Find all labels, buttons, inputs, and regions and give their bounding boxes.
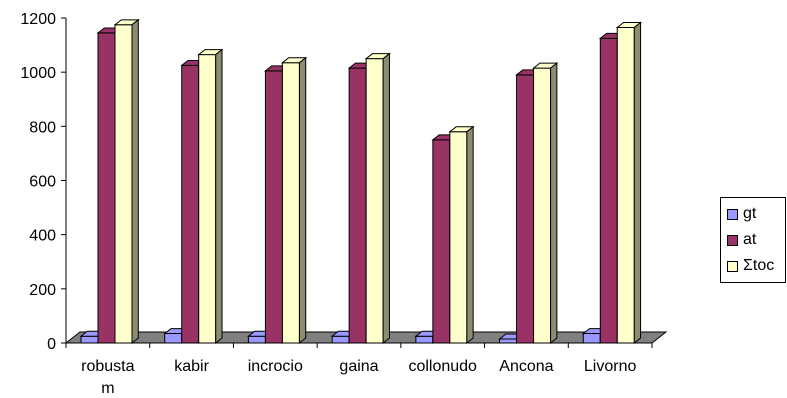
y-tick-label: 200 [29, 282, 56, 299]
bar-Σtoc-3 [364, 52, 391, 345]
bar-Σtoc-4 [448, 125, 475, 345]
y-tick-label: 0 [47, 336, 56, 353]
legend-item-stoc: Σtoc [727, 256, 774, 276]
chart-bars [79, 18, 643, 345]
bar-front [114, 24, 133, 344]
bar-side [633, 21, 642, 345]
bar-front [516, 74, 535, 344]
legend: gt at Σtoc [720, 197, 786, 283]
chart-labels: 0 200 400 600 800 1000 1200 robusta m kabir incroc… [20, 11, 636, 397]
x-tick-label: kabir [174, 358, 209, 375]
bar-front [348, 67, 367, 344]
x-tick-label: incrocio [248, 358, 303, 375]
bar-front [616, 26, 635, 344]
bar-front [582, 333, 601, 344]
y-tick-label: 1200 [20, 11, 56, 28]
x-tick-label: Ancona [499, 358, 553, 375]
legend-item-at: at [727, 230, 756, 250]
legend-label-at: at [743, 231, 757, 248]
bar-side [550, 62, 558, 345]
legend-swatch-at [727, 234, 738, 246]
legend-label-stoc: Σtoc [743, 257, 775, 274]
legend-label-gt: gt [743, 205, 757, 222]
bar-front [181, 64, 200, 344]
bar-front [281, 62, 300, 344]
x-tick-label: Livorno [584, 358, 637, 375]
x-tick-label: robusta [81, 358, 134, 375]
bar-front [432, 139, 451, 344]
x-tick-label: gaina [339, 358, 378, 375]
bar-side [131, 18, 139, 345]
bar-front [80, 335, 99, 344]
bar-Σtoc-1 [197, 48, 224, 345]
y-tick-label: 800 [29, 119, 56, 136]
legend-swatch-gt [727, 208, 738, 220]
bar-front [331, 335, 350, 344]
x-tick-label: collonudo [408, 358, 477, 375]
bar-front [365, 58, 384, 344]
bar-Σtoc-0 [113, 18, 140, 345]
bar-front [449, 131, 468, 344]
bar-front [164, 333, 183, 344]
bar-front [599, 37, 618, 344]
bar-front [415, 335, 434, 344]
y-tick-label: 1000 [20, 65, 56, 82]
bar-front [499, 338, 518, 344]
bar-side [466, 125, 474, 345]
bar-front [198, 54, 217, 344]
bar-front [264, 70, 283, 344]
y-tick-label: 600 [29, 174, 56, 191]
bar-side [382, 52, 390, 345]
legend-item-gt: gt [727, 204, 756, 224]
bar-front [97, 32, 116, 344]
bar-side [298, 56, 307, 345]
legend-swatch-stoc [727, 260, 738, 272]
x-tick-label: m [101, 380, 114, 397]
bar-Σtoc-6 [615, 21, 643, 345]
bar-Σtoc-2 [280, 56, 308, 345]
bar-side [215, 48, 223, 345]
bar-front [247, 335, 266, 344]
y-tick-label: 400 [29, 228, 56, 245]
bar-front [533, 67, 552, 344]
bar-Σtoc-5 [532, 62, 559, 345]
